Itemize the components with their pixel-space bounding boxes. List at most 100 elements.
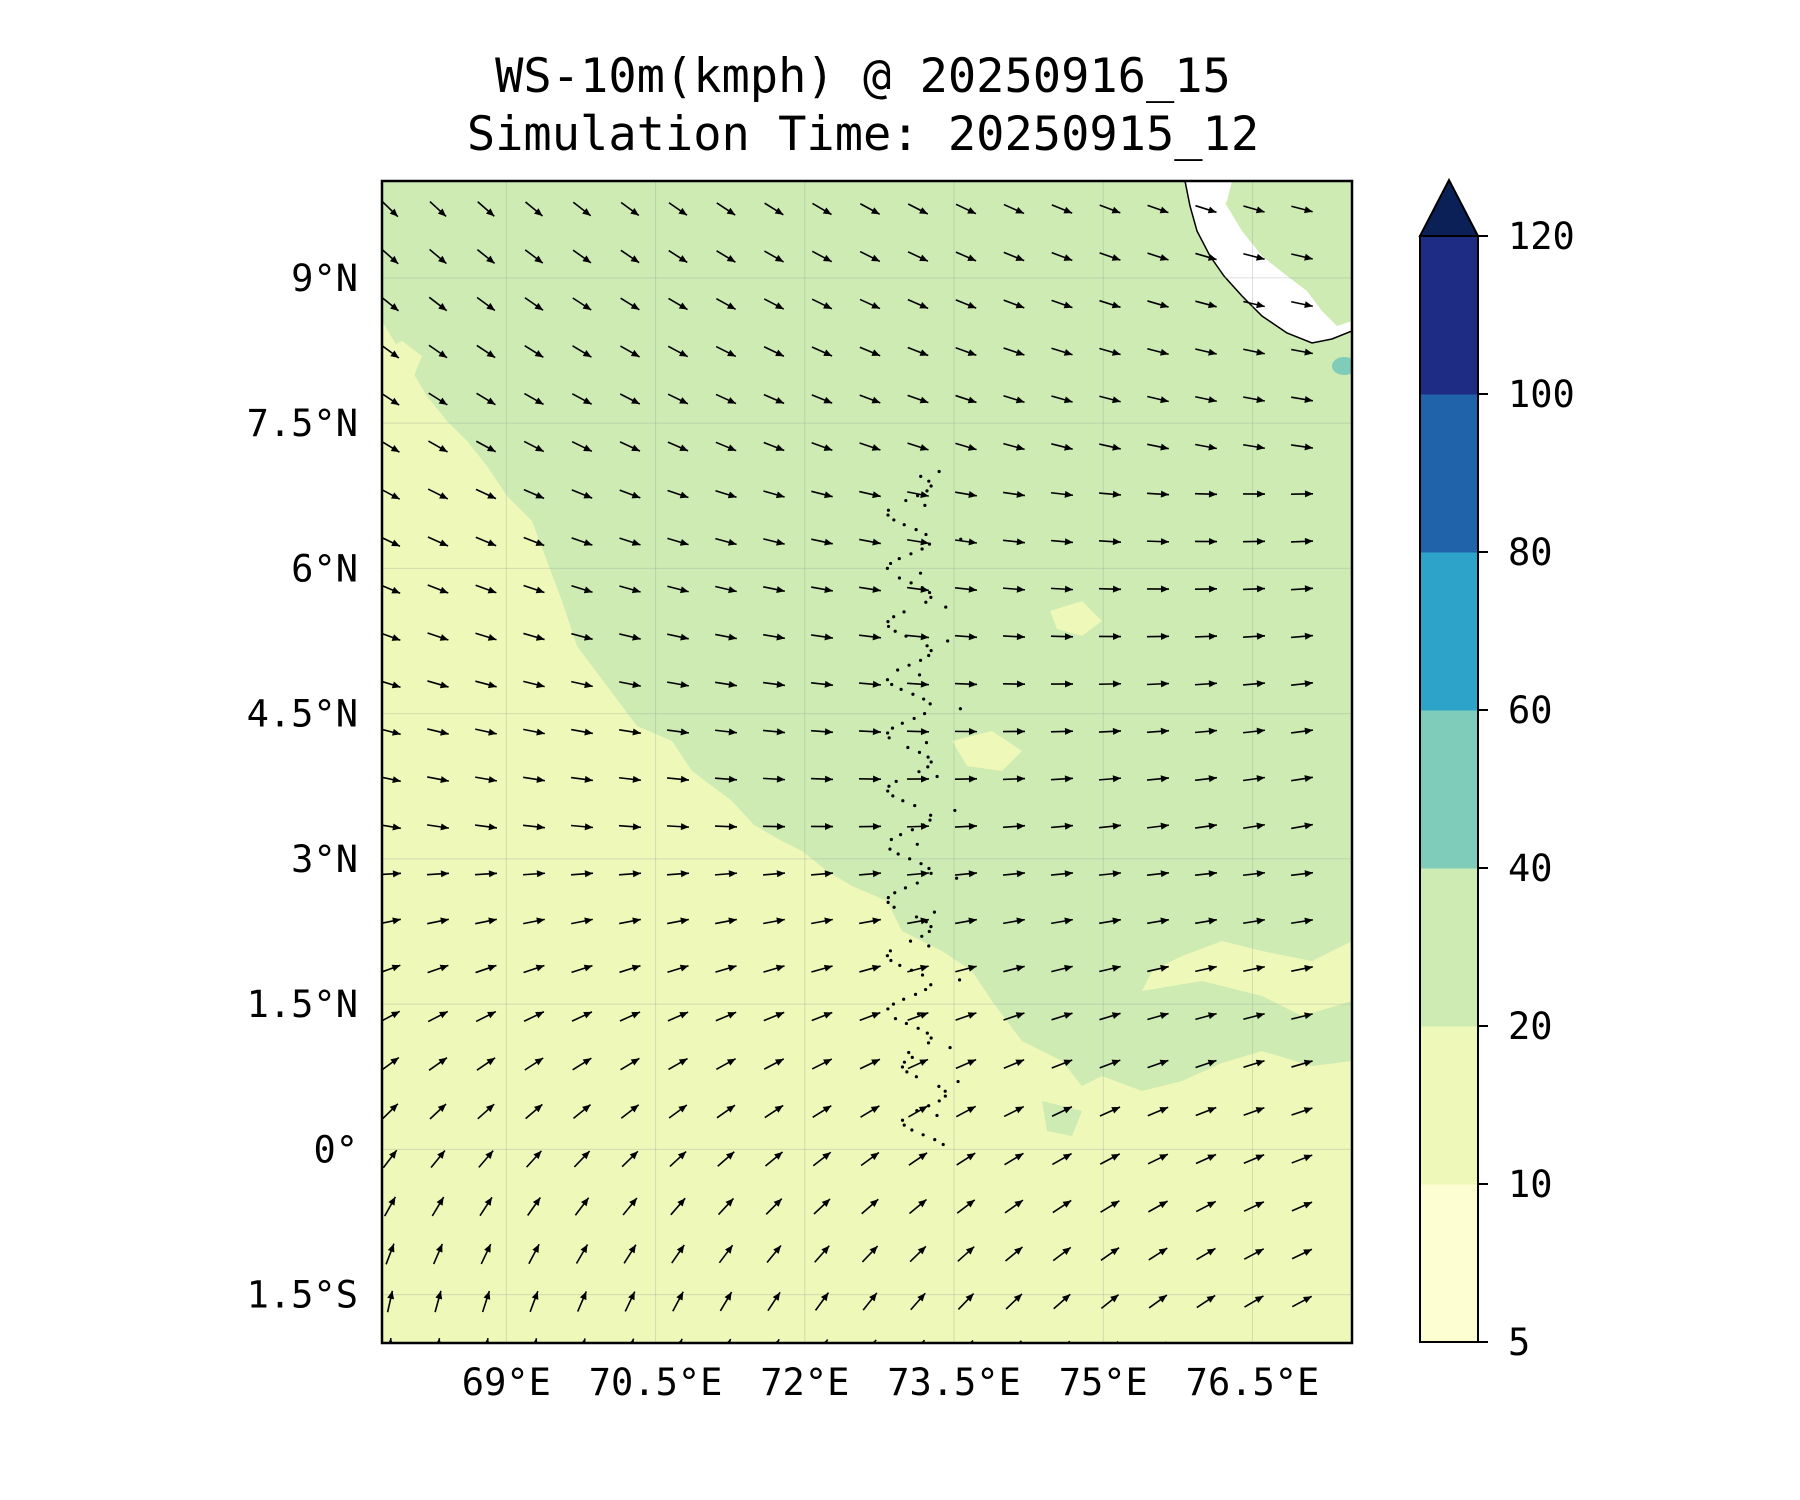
wind-arrow: [1051, 443, 1073, 451]
wind-arrow: [718, 1244, 734, 1264]
wind-arrow: [668, 297, 688, 311]
wind-arrow: [574, 1197, 590, 1216]
wind-arrow: [620, 201, 640, 217]
island-dot: [893, 891, 897, 895]
wind-arrow: [715, 1057, 737, 1071]
title-line-1: WS-10m(kmph) @ 20250916_15: [495, 49, 1231, 104]
wind-arrow: [1099, 964, 1121, 973]
island-dot: [935, 1113, 939, 1118]
wind-arrow: [810, 870, 834, 878]
wind-arrow: [1194, 870, 1218, 878]
wind-arrow: [1098, 490, 1122, 498]
wind-arrow: [907, 1058, 929, 1070]
wind-arrow: [1196, 1247, 1216, 1261]
wind-arrow: [954, 822, 978, 830]
island-dot: [928, 702, 932, 706]
wind-arrow: [1243, 205, 1265, 214]
colorbar-tick-label: 60: [1508, 689, 1553, 732]
island-dot: [925, 1031, 929, 1035]
wind-arrow: [618, 775, 642, 783]
wind-arrow: [619, 1011, 641, 1022]
island-dot: [886, 789, 890, 793]
wind-arrow: [765, 1198, 783, 1215]
wind-arrow: [1290, 443, 1314, 451]
wind-arrow: [1243, 348, 1265, 356]
wind-arrow: [715, 489, 737, 499]
longitude-axis: 69°E 70.5°E 72°E 73.5°E 75°E 76.5°E: [462, 1361, 1320, 1404]
colorbar-tick-label: 120: [1508, 215, 1575, 258]
wind-arrow: [954, 538, 978, 546]
wind-arrow: [428, 296, 448, 312]
wind-arrow: [955, 251, 977, 262]
wind-arrow: [571, 680, 593, 689]
wind-arrow: [619, 728, 641, 736]
colorbar-tick-label: 10: [1508, 1163, 1553, 1206]
wind-arrow: [428, 344, 448, 359]
wind-arrow: [1002, 585, 1026, 593]
island-dot: [908, 939, 913, 943]
lat-tick-label: 1.5°N: [247, 983, 358, 1026]
wind-arrow: [1147, 347, 1169, 356]
wind-arrow: [523, 440, 545, 453]
wind-arrow: [667, 489, 689, 499]
wind-arrow: [1243, 443, 1265, 451]
wind-arrow: [1147, 443, 1169, 451]
wind-arrow: [1050, 490, 1074, 498]
wind-arrow: [1004, 1246, 1024, 1262]
wind-arrow: [382, 536, 401, 547]
wind-arrow: [475, 632, 497, 641]
wind-arrow: [477, 1103, 495, 1120]
wind-arrow: [667, 585, 689, 594]
wind-arrow: [571, 728, 593, 736]
wind-arrow: [763, 964, 785, 973]
wind-arrow: [1195, 300, 1217, 309]
wind-arrow: [1243, 1106, 1265, 1117]
lon-tick-label: 75°E: [1059, 1361, 1148, 1404]
wind-arrow: [715, 345, 737, 358]
wind-arrow: [1291, 1201, 1313, 1212]
island-dot: [929, 925, 933, 929]
wind-arrow: [1194, 632, 1218, 640]
wind-arrow: [1242, 680, 1266, 688]
wind-arrow: [523, 964, 545, 974]
wind-arrow: [427, 917, 449, 925]
wind-arrow: [907, 491, 929, 499]
wind-arrow: [1003, 1105, 1025, 1118]
wind-arrow: [523, 1010, 545, 1023]
wind-arrow: [667, 1011, 689, 1022]
wind-arrow: [666, 728, 690, 736]
wind-arrow: [1099, 299, 1121, 309]
wind-arrow: [382, 248, 399, 265]
wind-arrow: [527, 1197, 541, 1216]
wind-arrow: [1243, 1012, 1265, 1021]
map-frame: [380, 179, 1354, 1345]
wind-arrow: [619, 681, 641, 689]
wind-arrow: [811, 250, 833, 263]
wind-arrow: [522, 823, 546, 831]
wind-arrow: [908, 1105, 928, 1118]
wind-arrow: [1243, 1154, 1265, 1164]
wind-arrow: [1051, 204, 1073, 214]
wind-arrow: [1194, 538, 1218, 546]
island-dot: [909, 552, 913, 556]
wind-arrow: [1051, 917, 1073, 925]
wind-arrow: [620, 1104, 640, 1119]
colorbar-frame: [1419, 235, 1479, 1343]
island-dot: [954, 876, 959, 880]
wind-arrow: [1050, 633, 1074, 641]
wind-arrow: [382, 1010, 401, 1022]
island-dot: [886, 900, 890, 905]
wind-arrow: [1195, 1106, 1217, 1117]
wind-arrow: [1243, 1059, 1265, 1069]
wind-arrow: [667, 917, 689, 925]
colorbar-segment: [1420, 868, 1478, 1027]
wind-arrow: [1002, 775, 1026, 783]
wind-arrow: [1099, 1012, 1121, 1021]
wind-arrow: [811, 917, 833, 925]
wind-arrow: [954, 728, 978, 736]
colorbar-segment: [1420, 236, 1478, 395]
island-dot: [916, 1026, 920, 1030]
wind-arrow: [1099, 347, 1121, 356]
wind-arrow: [1194, 680, 1218, 688]
island-dot: [935, 774, 939, 779]
